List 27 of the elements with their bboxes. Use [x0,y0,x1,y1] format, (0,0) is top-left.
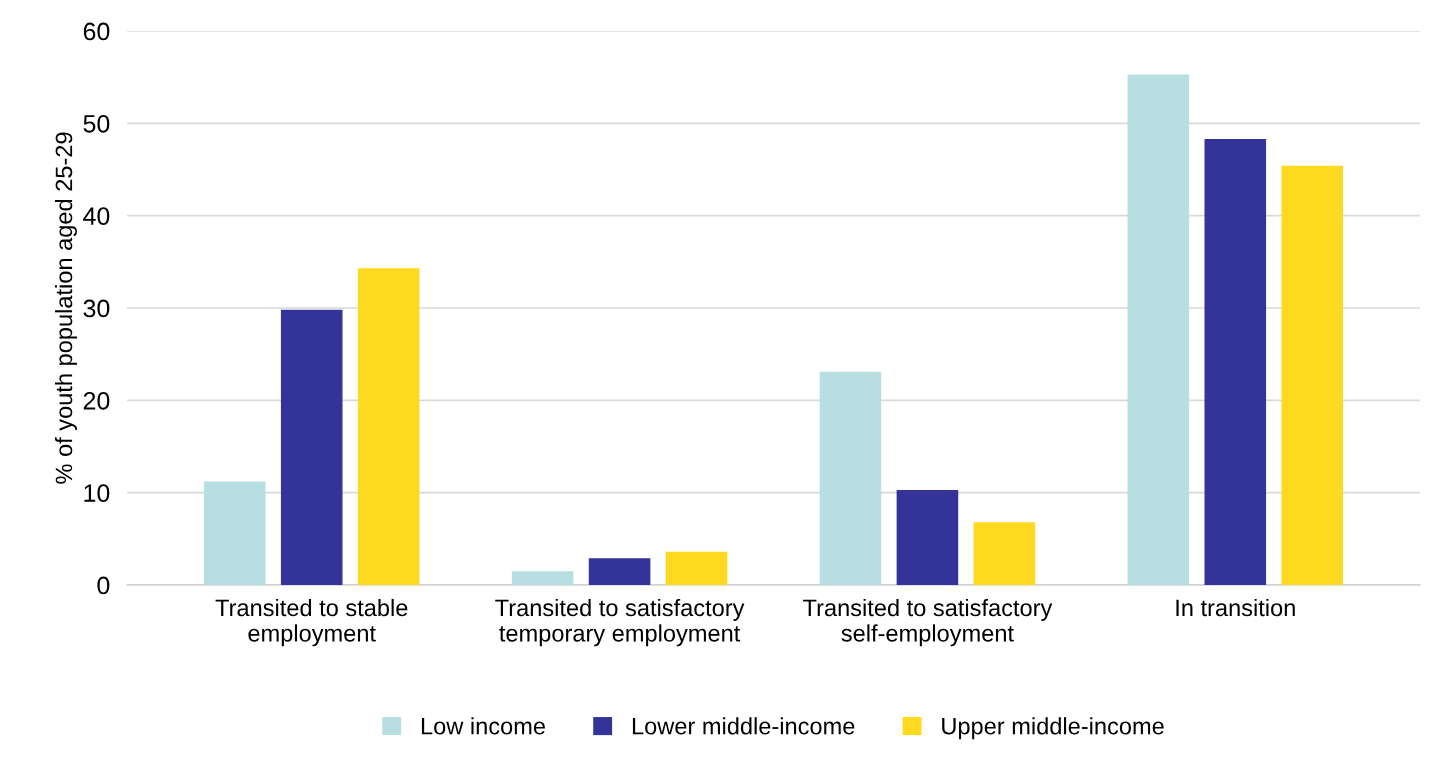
legend-label: Low income [421,717,545,735]
bar [896,489,959,585]
y-axis-title: % of youth population aged 25-29 [54,132,77,484]
y-tick-label: 50 [83,114,110,133]
bar [280,309,343,585]
bar [819,371,882,585]
y-tick-label: 0 [97,576,110,595]
bar [973,522,1036,585]
bar [1127,74,1190,585]
y-tick-label: 20 [83,391,110,410]
y-tick-label: 10 [84,484,110,502]
legend-label: Lower middle-income [632,717,855,735]
legend-label: Upper middle-income [942,717,1164,740]
bar [1204,139,1267,585]
y-tick-label: 30 [83,299,110,318]
bar [203,481,266,585]
bar [588,558,651,585]
bar [511,571,574,585]
x-tick-label: Transited to satisfactory self-employment [803,598,1053,647]
x-tick-label: Transited to satisfactory temporary employment [495,598,745,647]
x-tick-label: In transition [1176,598,1295,617]
y-tick-label: 60 [83,22,110,41]
bar [357,268,420,585]
bar [665,551,728,585]
bar [1281,165,1344,585]
x-tick-label: Transited to stable employment [215,598,408,647]
y-tick-label: 40 [83,207,110,225]
